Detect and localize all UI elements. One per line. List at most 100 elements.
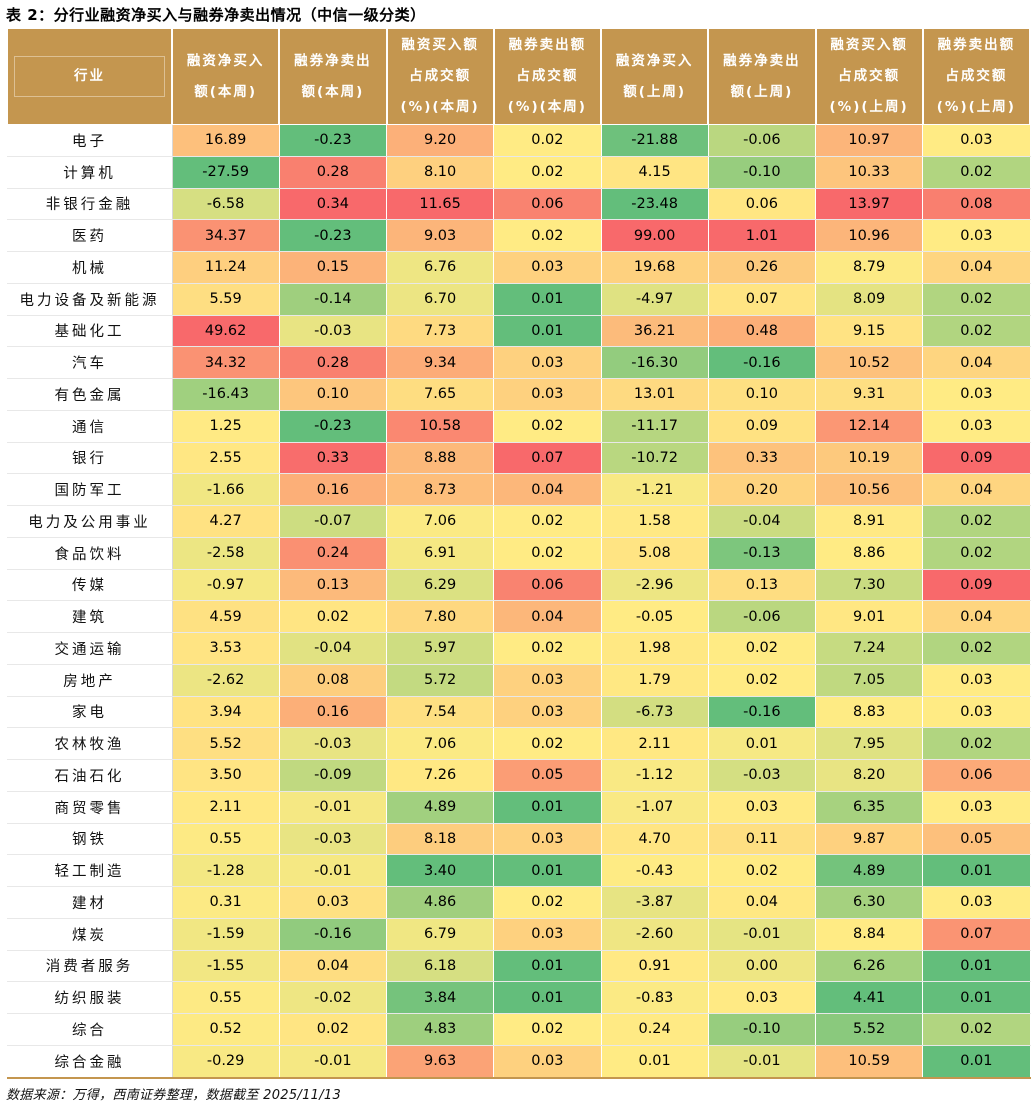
value-cell: -0.43 — [600, 854, 709, 887]
source-footnote: 数据来源：万得，西南证券整理，数据截至 2025/11/13 — [6, 1088, 342, 1103]
value-cell: -1.21 — [600, 473, 709, 506]
value-cell: 0.09 — [707, 409, 817, 443]
value-cell: -0.23 — [278, 219, 388, 252]
value-cell: 0.06 — [493, 568, 602, 602]
value-cell: 7.24 — [814, 632, 924, 665]
value-cell: 13.97 — [814, 187, 924, 221]
value-cell: 0.02 — [493, 727, 602, 760]
value-cell: 4.59 — [171, 600, 280, 633]
value-cell: 8.83 — [814, 695, 924, 729]
value-cell: -1.59 — [171, 917, 280, 951]
industry-cell: 商贸零售 — [6, 790, 173, 824]
value-cell: 0.55 — [171, 981, 280, 1014]
table-row: 国防军工 -1.66 0.16 8.73 0.04 -1.21 0.20 10.56 0.04 — [6, 473, 1031, 506]
value-cell: -2.58 — [171, 536, 280, 570]
value-cell: 0.24 — [278, 536, 388, 570]
table-row: 石油石化 3.50 -0.09 7.26 0.05 -1.12 -0.03 8.20 0.06 — [6, 759, 1031, 792]
value-cell: -1.12 — [600, 759, 709, 792]
header-line: 额(上周) — [623, 83, 687, 100]
industry-cell: 综合金融 — [6, 1044, 173, 1079]
value-cell: 8.88 — [385, 441, 495, 475]
table-row: 消费者服务 -1.55 0.04 6.18 0.01 0.91 0.00 6.26 0.01 — [6, 949, 1031, 983]
table-row: 基础化工 49.62 -0.03 7.73 0.01 36.21 0.48 9.15 0.02 — [6, 314, 1031, 348]
industry-cell: 国防军工 — [6, 473, 173, 506]
industry-cell: 银行 — [6, 441, 173, 475]
value-cell: 9.03 — [385, 219, 495, 252]
table-row: 房地产 -2.62 0.08 5.72 0.03 1.79 0.02 7.05 0.03 — [6, 663, 1031, 697]
value-cell: 3.53 — [171, 632, 280, 665]
header-line: 额(本周) — [194, 83, 258, 100]
header-line: 融资净买入 — [615, 52, 694, 69]
value-cell: 16.89 — [171, 124, 280, 157]
value-cell: 5.52 — [814, 1013, 924, 1046]
value-cell: 3.84 — [385, 981, 495, 1014]
value-cell: 5.52 — [171, 727, 280, 760]
value-cell: -0.04 — [707, 505, 817, 538]
value-cell: 4.15 — [600, 155, 709, 189]
value-cell: 0.02 — [278, 1013, 388, 1046]
value-cell: -0.83 — [600, 981, 709, 1014]
value-cell: 4.89 — [385, 790, 495, 824]
value-cell: 0.02 — [493, 219, 602, 252]
value-cell: 0.28 — [278, 155, 388, 189]
industry-cell: 交通运输 — [6, 632, 173, 665]
margin-trading-table: 行业 融资净买入 额(本周) 融券净卖出 额(本周) 融资买入额 占成交额 (%… — [6, 29, 1032, 1079]
industry-cell: 房地产 — [6, 663, 173, 697]
table-row: 电力设备及新能源 5.59 -0.14 6.70 0.01 -4.97 0.07 8.09 0.… — [6, 282, 1031, 316]
table-row: 家电 3.94 0.16 7.54 0.03 -6.73 -0.16 8.83 0.03 — [6, 695, 1031, 729]
value-cell: 0.24 — [600, 1013, 709, 1046]
table-row: 医药 34.37 -0.23 9.03 0.02 99.00 1.01 10.96 0.03 — [6, 219, 1031, 252]
value-cell: 0.02 — [493, 886, 602, 919]
header-line: 融券卖出额 — [508, 37, 587, 53]
industry-cell: 家电 — [6, 695, 173, 729]
value-cell: 7.73 — [385, 314, 495, 348]
header-industry-label: 行业 — [74, 68, 105, 84]
value-cell: -0.05 — [600, 600, 709, 633]
table-row: 轻工制造 -1.28 -0.01 3.40 0.01 -0.43 0.02 4.89 0.01 — [6, 854, 1031, 887]
value-cell: 0.91 — [600, 949, 709, 983]
value-cell: -1.66 — [171, 473, 280, 506]
value-cell: -23.48 — [600, 187, 709, 221]
table-title: 表 2：分行业融资净买入与融券净卖出情况（中信一级分类） — [6, 6, 426, 24]
value-cell: 10.96 — [814, 219, 924, 252]
value-cell: -0.03 — [278, 727, 388, 760]
table-row: 电力及公用事业 4.27 -0.07 7.06 0.02 1.58 -0.04 8.91 0.0… — [6, 505, 1031, 538]
value-cell: 0.01 — [493, 314, 602, 348]
value-cell: -6.73 — [600, 695, 709, 729]
value-cell: 9.20 — [385, 124, 495, 157]
value-cell: 8.20 — [814, 759, 924, 792]
value-cell: 0.10 — [707, 378, 817, 411]
value-cell: 10.58 — [385, 409, 495, 443]
value-cell: 10.56 — [814, 473, 924, 506]
header-sec-net-sell-last-week: 融券净卖出 额(上周) — [707, 29, 817, 125]
value-cell: 5.72 — [385, 663, 495, 697]
table-row: 建材 0.31 0.03 4.86 0.02 -3.87 0.04 6.30 0.03 — [6, 886, 1031, 919]
value-cell: 0.03 — [922, 378, 1031, 411]
table-row: 有色金属 -16.43 0.10 7.65 0.03 13.01 0.10 9.31 0.03 — [6, 378, 1031, 411]
table-row: 煤炭 -1.59 -0.16 6.79 0.03 -2.60 -0.01 8.84 0.07 — [6, 917, 1031, 951]
value-cell: 0.03 — [707, 981, 817, 1014]
value-cell: 0.03 — [493, 346, 602, 379]
header-line: (%)(本周) — [400, 99, 480, 115]
value-cell: 0.03 — [707, 790, 817, 824]
value-cell: 0.33 — [707, 441, 817, 475]
header-line: 融资买入额 — [401, 37, 479, 53]
value-cell: 0.02 — [922, 727, 1031, 760]
value-cell: 0.04 — [922, 251, 1031, 284]
value-cell: 7.65 — [385, 378, 495, 411]
value-cell: 0.04 — [922, 600, 1031, 633]
value-cell: 4.83 — [385, 1013, 495, 1046]
header-row: 行业 融资净买入 额(本周) 融券净卖出 额(本周) 融资买入额 占成交额 (%… — [6, 29, 1032, 125]
value-cell: 0.52 — [171, 1013, 280, 1046]
industry-cell: 消费者服务 — [6, 949, 173, 983]
value-cell: -0.16 — [707, 346, 817, 379]
value-cell: 0.04 — [922, 473, 1031, 506]
value-cell: 6.91 — [385, 536, 495, 570]
value-cell: 0.08 — [278, 663, 388, 697]
header-line: (%)(本周) — [507, 99, 587, 115]
header-line: 融资净买入 — [186, 52, 265, 69]
value-cell: 0.02 — [922, 1013, 1031, 1046]
value-cell: 4.86 — [385, 886, 495, 919]
value-cell: -0.14 — [278, 282, 388, 316]
value-cell: -0.10 — [707, 155, 817, 189]
